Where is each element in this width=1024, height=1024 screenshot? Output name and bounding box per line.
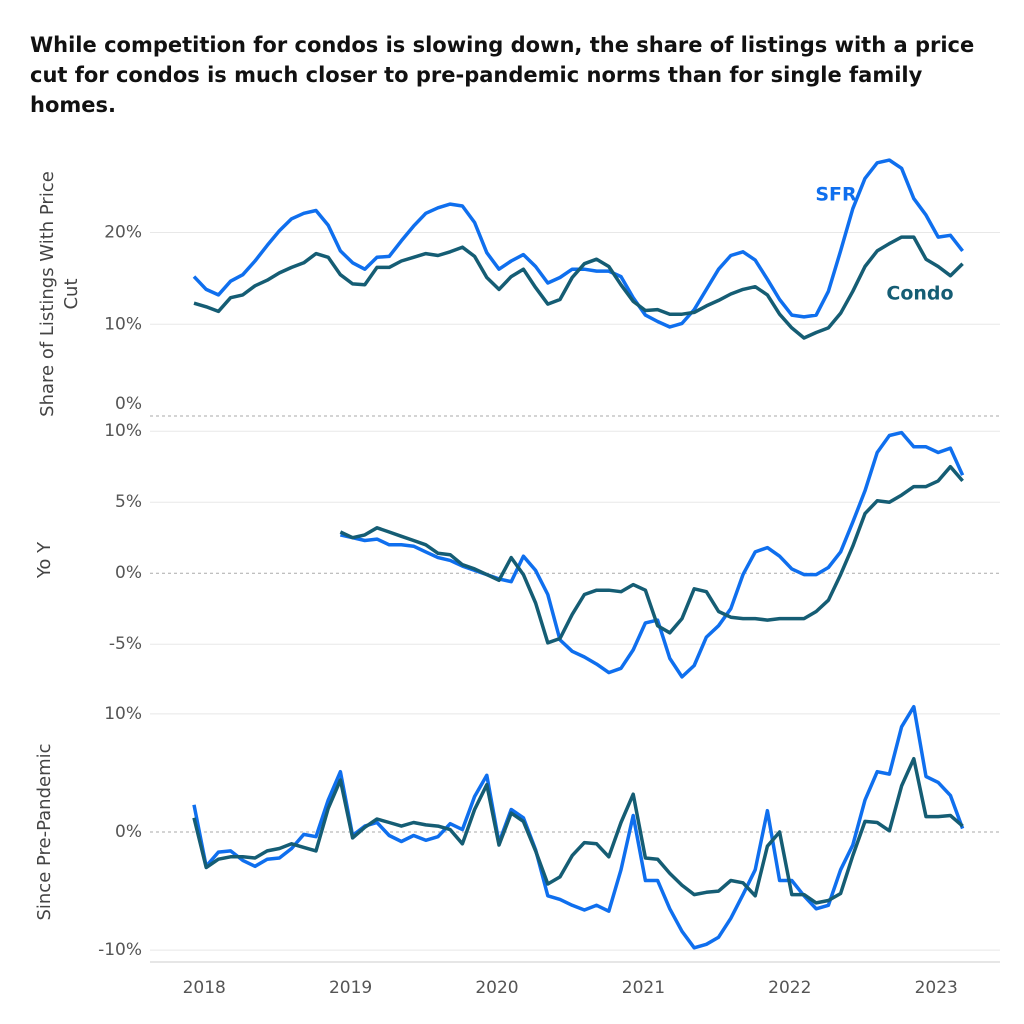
y-tick-label: 0% [115, 563, 142, 583]
y-tick-label: 5% [115, 492, 142, 512]
y-tick-label: 10% [104, 314, 142, 334]
series-line [193, 235, 964, 340]
series-label: SFR [815, 184, 857, 206]
series-line [339, 464, 964, 645]
series-line [340, 430, 965, 679]
y-tick-label: 0% [115, 822, 142, 842]
series-line [192, 704, 965, 950]
x-tick-label: 2020 [475, 978, 518, 998]
y-tick-label: 0% [115, 394, 142, 414]
y-tick-label: 10% [104, 421, 142, 441]
series-label: Condo [886, 283, 953, 305]
x-tick-label: 2023 [915, 978, 958, 998]
series-line [192, 756, 964, 905]
x-tick-label: 2019 [329, 978, 372, 998]
x-tick-label: 2021 [622, 978, 665, 998]
y-tick-label: 10% [104, 704, 142, 724]
x-tick-label: 2022 [768, 978, 811, 998]
chart-title: While competition for condos is slowing … [30, 33, 975, 117]
y-tick-label: -5% [109, 634, 142, 654]
y-tick-label: -10% [98, 940, 142, 960]
y-tick-label: 20% [104, 223, 142, 243]
x-tick-label: 2018 [183, 978, 226, 998]
